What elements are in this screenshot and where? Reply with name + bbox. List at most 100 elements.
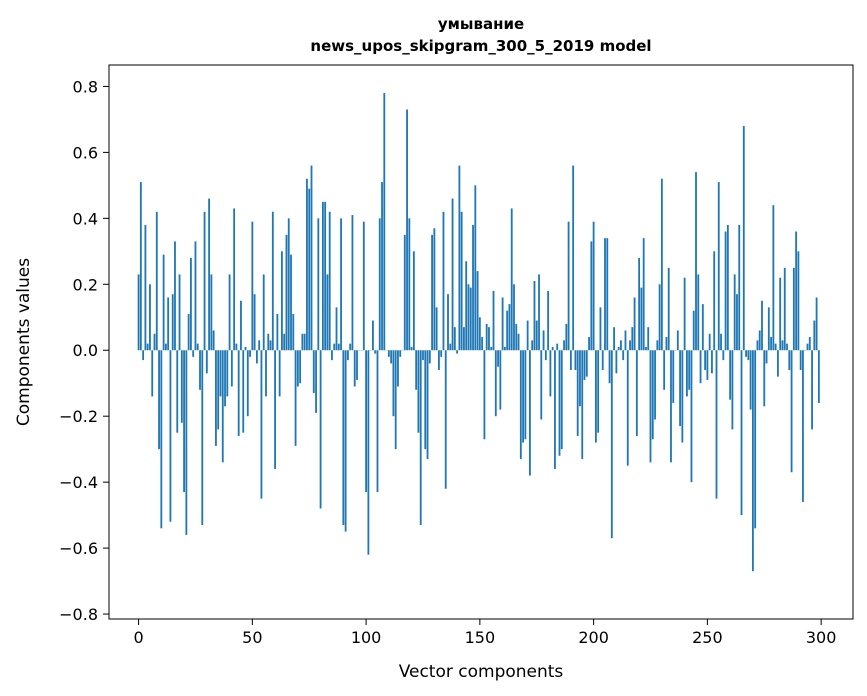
bar xyxy=(594,350,597,443)
bar xyxy=(738,224,741,351)
bar xyxy=(599,307,602,351)
bar xyxy=(365,350,368,493)
bar xyxy=(160,350,163,529)
bar xyxy=(742,126,745,351)
y-tick-label: 0.2 xyxy=(73,275,98,294)
bar xyxy=(631,327,634,351)
bar xyxy=(774,343,777,351)
bar xyxy=(574,350,577,371)
bar xyxy=(676,330,679,351)
bar xyxy=(799,350,802,371)
bar xyxy=(301,333,304,351)
bar xyxy=(262,274,265,351)
bar xyxy=(811,350,813,430)
bar xyxy=(620,340,622,351)
bar xyxy=(519,350,522,460)
bar xyxy=(155,211,158,351)
y-tick-label: 0.8 xyxy=(73,77,98,96)
bar xyxy=(442,211,445,351)
bar xyxy=(230,350,233,387)
bar xyxy=(183,350,185,493)
bar xyxy=(526,320,529,351)
bar xyxy=(515,323,518,351)
bar xyxy=(542,330,545,351)
bar xyxy=(701,304,704,351)
bar xyxy=(472,224,474,351)
bar xyxy=(244,346,247,351)
bar xyxy=(733,274,736,351)
bar xyxy=(440,350,443,357)
bar xyxy=(203,211,206,351)
bar xyxy=(285,234,288,351)
bar xyxy=(310,165,313,351)
bar xyxy=(756,340,759,351)
bar xyxy=(478,317,481,351)
bar xyxy=(317,218,320,351)
bar xyxy=(549,350,552,397)
bar xyxy=(392,350,395,417)
bar xyxy=(349,343,352,351)
bar xyxy=(665,337,668,351)
bar xyxy=(240,300,242,351)
bar xyxy=(740,350,743,516)
x-tick-label: 100 xyxy=(351,628,382,647)
bar xyxy=(394,350,397,450)
bar xyxy=(419,350,422,526)
bar xyxy=(278,350,281,397)
bar xyxy=(399,350,402,357)
bar xyxy=(663,350,666,390)
y-axis-ticks: −0.8 −0.6 −0.4 −0.2 0.0 0.2 0.4 0.6 0.8 xyxy=(59,77,109,624)
bar xyxy=(783,267,786,351)
bar xyxy=(306,178,308,351)
bar xyxy=(569,350,572,371)
bar xyxy=(610,350,613,539)
bar xyxy=(658,284,661,351)
bar xyxy=(167,297,170,351)
chart-title: умывание xyxy=(438,15,524,33)
bar xyxy=(296,350,299,387)
bar xyxy=(692,310,695,351)
bar xyxy=(428,350,431,364)
bar xyxy=(508,304,511,351)
x-tick-label: 300 xyxy=(806,628,837,647)
bar xyxy=(745,350,747,357)
bar xyxy=(237,350,240,436)
bar xyxy=(777,350,779,377)
bar xyxy=(697,274,700,351)
bar xyxy=(695,172,697,351)
bar xyxy=(626,350,629,466)
bar xyxy=(629,340,631,351)
chart-subtitle: news_upos_skipgram_300_5_2019 model xyxy=(310,37,651,55)
bar xyxy=(424,350,427,450)
bar xyxy=(517,333,520,351)
bar xyxy=(321,201,324,351)
bar xyxy=(506,310,509,351)
bar xyxy=(510,208,513,351)
bar xyxy=(717,182,720,351)
y-tick-label: 0.6 xyxy=(73,143,98,162)
bar xyxy=(817,350,820,403)
bar xyxy=(581,350,584,460)
bar xyxy=(171,294,174,351)
bar xyxy=(308,188,311,351)
bar xyxy=(176,350,179,433)
bar xyxy=(158,350,160,450)
bar xyxy=(164,343,167,351)
bar xyxy=(645,346,647,351)
x-axis-label: Vector components xyxy=(399,662,564,682)
bar xyxy=(633,297,636,351)
bar xyxy=(806,343,809,351)
bar xyxy=(422,350,424,361)
bar xyxy=(283,333,286,351)
bar xyxy=(453,327,456,351)
bar xyxy=(142,350,145,361)
y-tick-label: −0.2 xyxy=(59,407,98,426)
bar xyxy=(720,333,722,351)
bar xyxy=(139,182,142,351)
bar xyxy=(651,350,654,440)
bar xyxy=(353,350,356,387)
bar xyxy=(635,350,638,436)
bar xyxy=(533,280,536,351)
bar xyxy=(649,350,652,463)
bar xyxy=(772,205,775,351)
